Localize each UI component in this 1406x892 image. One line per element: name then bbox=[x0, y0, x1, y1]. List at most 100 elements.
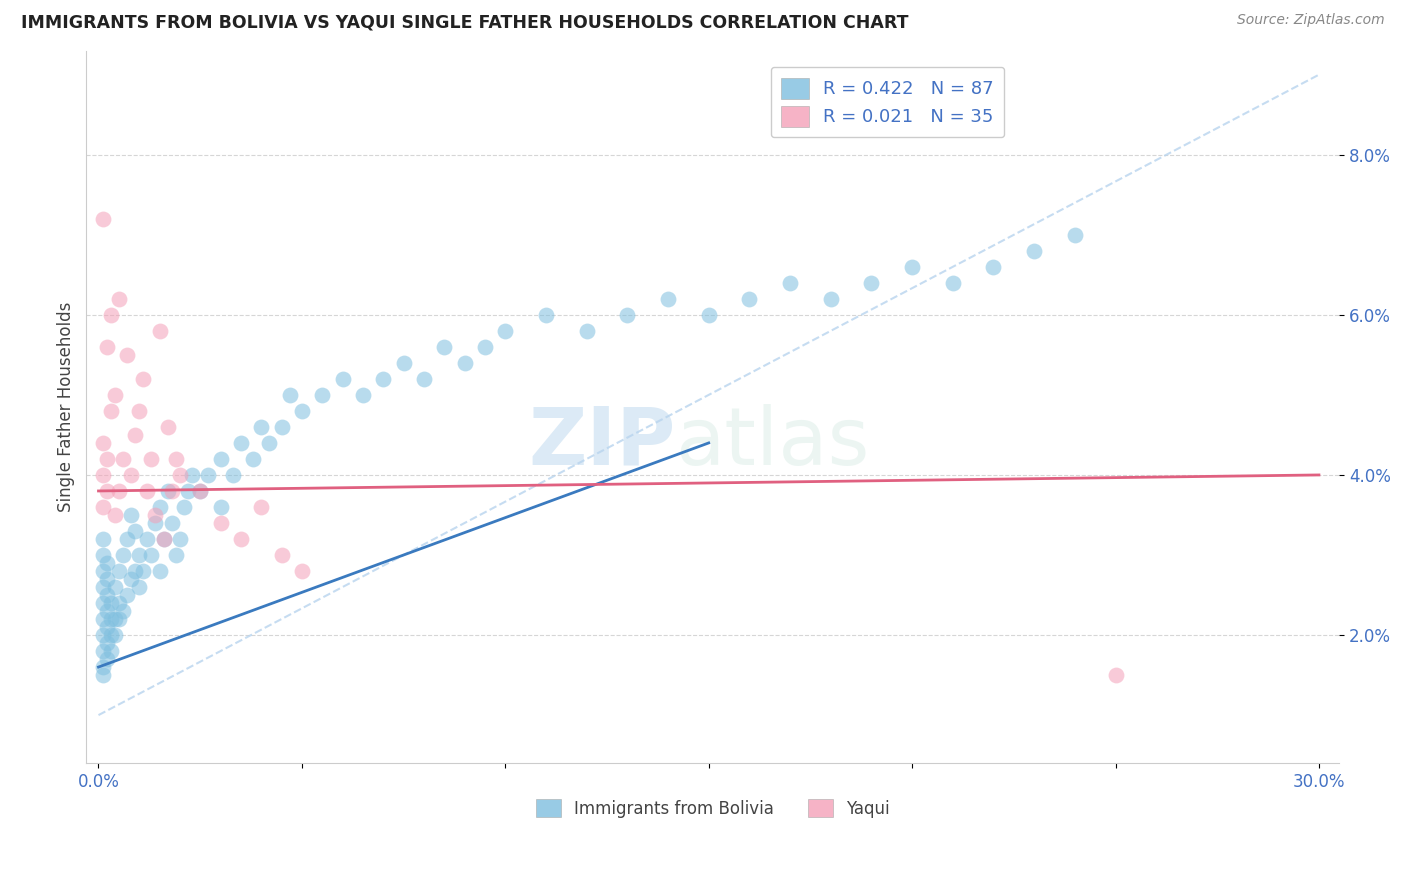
Point bbox=[148, 564, 170, 578]
Point bbox=[259, 436, 281, 450]
Point bbox=[96, 556, 118, 570]
Point bbox=[332, 372, 354, 386]
Point bbox=[100, 596, 122, 610]
Point bbox=[91, 580, 114, 594]
Point bbox=[291, 564, 314, 578]
Point bbox=[392, 356, 415, 370]
Point bbox=[96, 652, 118, 666]
Point bbox=[100, 644, 122, 658]
Point bbox=[433, 340, 456, 354]
Text: ZIP: ZIP bbox=[527, 403, 675, 482]
Point bbox=[181, 467, 204, 482]
Point bbox=[136, 532, 159, 546]
Point bbox=[165, 548, 187, 562]
Point bbox=[91, 628, 114, 642]
Point bbox=[352, 388, 374, 402]
Point bbox=[242, 452, 264, 467]
Point bbox=[91, 467, 114, 482]
Point bbox=[222, 467, 245, 482]
Point bbox=[697, 308, 720, 322]
Point bbox=[91, 436, 114, 450]
Point bbox=[156, 483, 179, 498]
Point bbox=[96, 636, 118, 650]
Point bbox=[91, 596, 114, 610]
Point bbox=[209, 452, 232, 467]
Text: Source: ZipAtlas.com: Source: ZipAtlas.com bbox=[1237, 13, 1385, 28]
Point bbox=[120, 508, 142, 522]
Point bbox=[91, 660, 114, 674]
Point bbox=[111, 452, 134, 467]
Point bbox=[96, 604, 118, 618]
Point bbox=[132, 564, 155, 578]
Point bbox=[104, 388, 127, 402]
Point bbox=[173, 500, 195, 514]
Point bbox=[738, 292, 761, 306]
Point bbox=[91, 532, 114, 546]
Point bbox=[100, 308, 122, 322]
Point bbox=[136, 483, 159, 498]
Point bbox=[860, 276, 883, 290]
Point bbox=[111, 548, 134, 562]
Point bbox=[100, 404, 122, 418]
Point bbox=[120, 467, 142, 482]
Point bbox=[983, 260, 1005, 274]
Point bbox=[145, 508, 167, 522]
Point bbox=[108, 564, 131, 578]
Point bbox=[229, 532, 252, 546]
Point bbox=[270, 548, 292, 562]
Point bbox=[820, 292, 842, 306]
Point bbox=[108, 612, 131, 626]
Point bbox=[250, 500, 273, 514]
Point bbox=[91, 644, 114, 658]
Point bbox=[311, 388, 333, 402]
Point bbox=[104, 508, 127, 522]
Point bbox=[115, 348, 138, 362]
Point bbox=[373, 372, 395, 386]
Point bbox=[160, 516, 183, 530]
Point bbox=[108, 483, 131, 498]
Point bbox=[132, 372, 155, 386]
Legend: Immigrants from Bolivia, Yaqui: Immigrants from Bolivia, Yaqui bbox=[527, 790, 898, 826]
Point bbox=[160, 483, 183, 498]
Point bbox=[152, 532, 174, 546]
Point bbox=[534, 308, 557, 322]
Point bbox=[901, 260, 924, 274]
Point bbox=[91, 211, 114, 226]
Point bbox=[1063, 227, 1085, 242]
Point bbox=[1024, 244, 1046, 258]
Point bbox=[128, 580, 150, 594]
Point bbox=[779, 276, 801, 290]
Point bbox=[96, 588, 118, 602]
Point bbox=[120, 572, 142, 586]
Point bbox=[91, 668, 114, 682]
Point bbox=[156, 420, 179, 434]
Point bbox=[108, 596, 131, 610]
Text: atlas: atlas bbox=[675, 403, 869, 482]
Point bbox=[104, 628, 127, 642]
Point bbox=[494, 324, 516, 338]
Point bbox=[100, 612, 122, 626]
Point bbox=[141, 452, 163, 467]
Point bbox=[148, 324, 170, 338]
Point bbox=[209, 516, 232, 530]
Point bbox=[141, 548, 163, 562]
Point bbox=[124, 428, 146, 442]
Point bbox=[169, 467, 191, 482]
Point bbox=[128, 548, 150, 562]
Point bbox=[1104, 668, 1126, 682]
Point bbox=[291, 404, 314, 418]
Point bbox=[169, 532, 191, 546]
Point bbox=[413, 372, 436, 386]
Point bbox=[165, 452, 187, 467]
Point bbox=[96, 340, 118, 354]
Text: IMMIGRANTS FROM BOLIVIA VS YAQUI SINGLE FATHER HOUSEHOLDS CORRELATION CHART: IMMIGRANTS FROM BOLIVIA VS YAQUI SINGLE … bbox=[21, 13, 908, 31]
Point bbox=[474, 340, 496, 354]
Point bbox=[111, 604, 134, 618]
Point bbox=[91, 548, 114, 562]
Point bbox=[575, 324, 598, 338]
Point bbox=[115, 532, 138, 546]
Point bbox=[229, 436, 252, 450]
Point bbox=[188, 483, 211, 498]
Point bbox=[145, 516, 167, 530]
Point bbox=[115, 588, 138, 602]
